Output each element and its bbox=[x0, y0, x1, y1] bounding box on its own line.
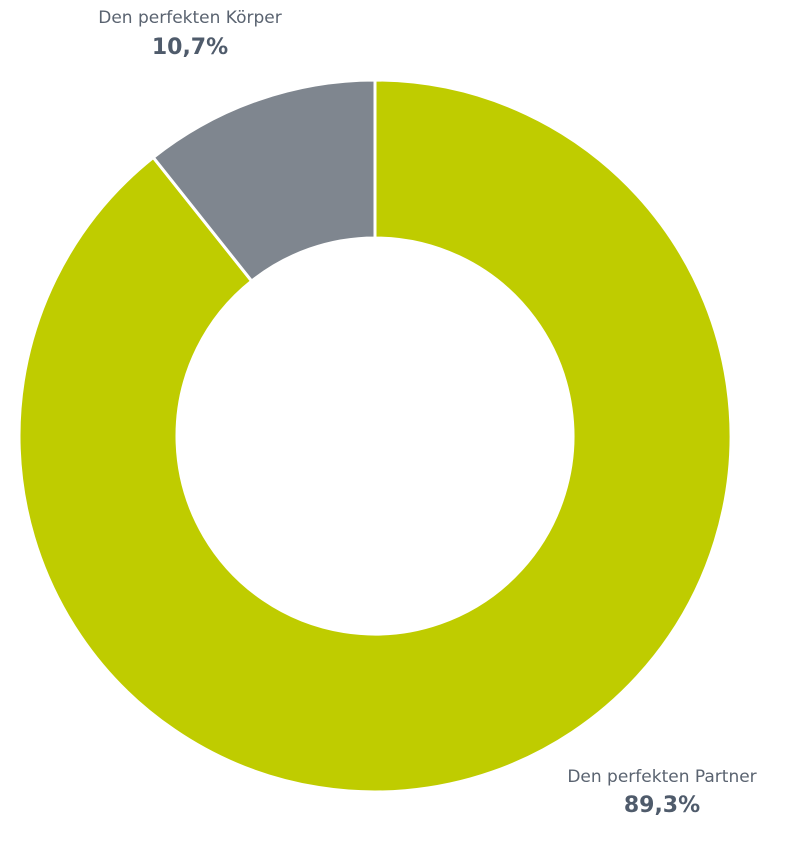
slice-label: Den perfekten Körper bbox=[98, 8, 282, 28]
slice-value: 89,3% bbox=[624, 793, 700, 818]
slice-label: Den perfekten Partner bbox=[567, 767, 756, 787]
donut-slice bbox=[17, 78, 733, 794]
donut-slice bbox=[151, 78, 377, 284]
slice-value: 10,7% bbox=[152, 35, 228, 60]
